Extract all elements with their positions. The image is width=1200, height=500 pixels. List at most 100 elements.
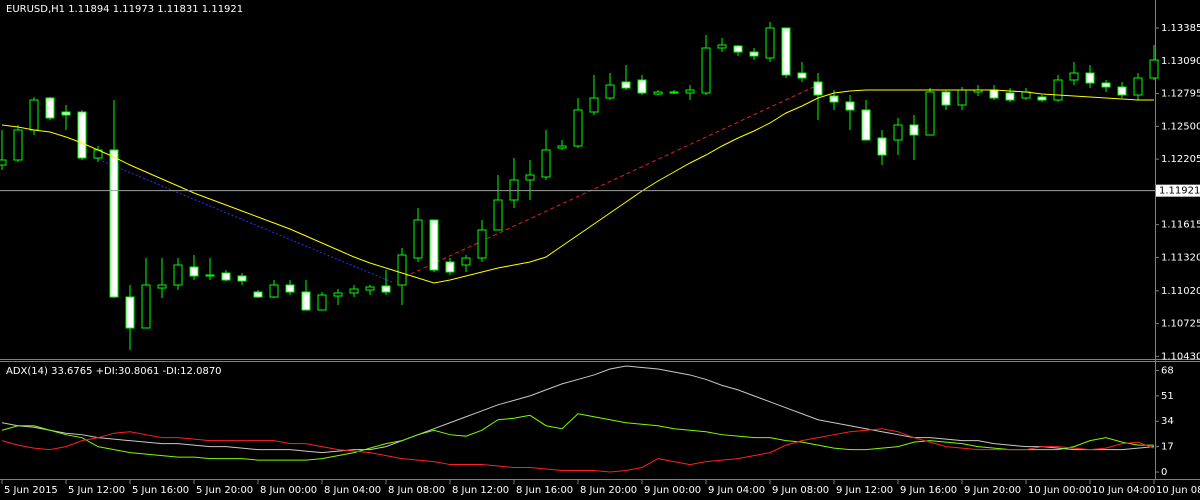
candle-body (1053, 79, 1063, 101)
x-tick-label: 5 Jun 12:00 (68, 485, 125, 496)
candle-body (685, 89, 695, 94)
x-tick-label: 10 Jun 04:00 (1092, 485, 1156, 496)
y-tick-label: 17 (1161, 442, 1174, 453)
price-panel: 1.13385 1.13090 1.12795 1.12500 1.12205 1.116… (0, 22, 1200, 362)
last-price-box (1156, 184, 1200, 197)
candle-body (429, 219, 439, 271)
candle-body (445, 261, 455, 273)
candle-body (717, 44, 727, 49)
y-tick-label: 1.13090 (1161, 56, 1200, 67)
x-tick-label: 8 Jun 08:00 (388, 485, 445, 496)
y-tick-label: 1.10430 (1161, 351, 1200, 362)
trade-line (94, 157, 393, 283)
candle-body (653, 91, 663, 95)
x-tick-label: 8 Jun 16:00 (516, 485, 573, 496)
trade-line (397, 84, 819, 281)
y-tick-label: 1.11020 (1161, 286, 1200, 297)
y-tick-label: 68 (1161, 365, 1174, 376)
candle-body (381, 285, 391, 293)
x-tick-label: 9 Jun 20:00 (964, 485, 1021, 496)
candle-body (749, 51, 759, 57)
indicator-line (1, 428, 1155, 473)
y-tick-label: 1.12205 (1161, 154, 1200, 165)
x-tick-label: 8 Jun 04:00 (324, 485, 381, 496)
candle-body (61, 111, 71, 116)
candle-body (29, 99, 39, 131)
candle-body (413, 219, 423, 259)
y-tick-label: 34 (1161, 416, 1174, 427)
candle-body (1037, 96, 1047, 101)
x-tick-label: 8 Jun 00:00 (260, 485, 317, 496)
candle-body (941, 91, 951, 106)
candle-body (45, 97, 55, 119)
candle-body (669, 91, 679, 94)
candle-body (733, 45, 743, 53)
candle-body (541, 149, 551, 178)
candle-body (589, 97, 599, 113)
candle-body (621, 81, 631, 89)
candle-body (493, 199, 503, 231)
last-price-label: 1.11921 (1159, 186, 1200, 197)
candle-body (1149, 59, 1159, 79)
candle-body (221, 272, 231, 281)
candle-body (1005, 92, 1015, 101)
candle-body (477, 229, 487, 259)
candle-body (1069, 72, 1079, 81)
candle-body (269, 284, 279, 298)
candle-body (1101, 82, 1111, 88)
y-tick-label: 1.13385 (1161, 23, 1200, 34)
candle-body (1133, 77, 1143, 96)
y-tick-label: 51 (1161, 391, 1174, 402)
indicator-line (1, 413, 1154, 461)
x-tick-label: 10 Jun 08:00 (1156, 485, 1200, 496)
y-tick-label: 1.11615 (1161, 220, 1200, 231)
x-tick-label: 9 Jun 08:00 (772, 485, 829, 496)
y-tick-label: 1.11320 (1161, 252, 1200, 263)
x-tick-label: 9 Jun 12:00 (836, 485, 893, 496)
x-tick-label: 9 Jun 04:00 (708, 485, 765, 496)
candle-body (285, 284, 295, 293)
y-tick-label: 1.12795 (1161, 89, 1200, 100)
candle-body (189, 266, 199, 277)
candle-body (77, 111, 87, 159)
candle-body (813, 81, 823, 96)
candle-body (461, 257, 471, 266)
candle-body (397, 254, 407, 286)
x-tick-label: 5 Jun 16:00 (132, 485, 189, 496)
x-tick-label: 8 Jun 20:00 (580, 485, 637, 496)
candle-body (349, 288, 359, 294)
candle-body (829, 95, 839, 103)
y-tick-label: 1.10725 (1161, 319, 1200, 330)
candle-body (925, 91, 935, 136)
candle-body (845, 101, 855, 111)
candle-body (237, 275, 247, 282)
candle-body (701, 47, 711, 94)
candle-body (893, 124, 903, 141)
candle-body (109, 149, 119, 298)
candle-body (605, 84, 615, 99)
candle-body (525, 174, 535, 181)
candle-body (333, 292, 343, 297)
candle-body (877, 137, 887, 156)
candle-body (205, 274, 215, 277)
x-tick-label: 10 Jun 00:00 (1028, 485, 1092, 496)
candle-body (141, 284, 151, 329)
y-tick-label: 0 (1161, 467, 1167, 478)
x-tick-label: 9 Jun 16:00 (900, 485, 957, 496)
candle-body (1117, 86, 1127, 96)
candle-body (1085, 72, 1095, 84)
candle-body (125, 296, 135, 329)
x-tick-label: 9 Jun 00:00 (644, 485, 701, 496)
x-tick-label: 5 Jun 2015 (4, 485, 58, 496)
moving-average (1, 89, 1154, 284)
indicator-panel: 68 51 34 17 0 (1, 365, 1174, 478)
candle-body (253, 291, 263, 298)
indicator-line (1, 365, 1155, 454)
candle-body (637, 79, 647, 94)
candle-body (0, 159, 7, 166)
candle-body (13, 129, 23, 161)
y-tick-label: 1.12500 (1161, 121, 1200, 132)
candle-body (317, 294, 327, 311)
